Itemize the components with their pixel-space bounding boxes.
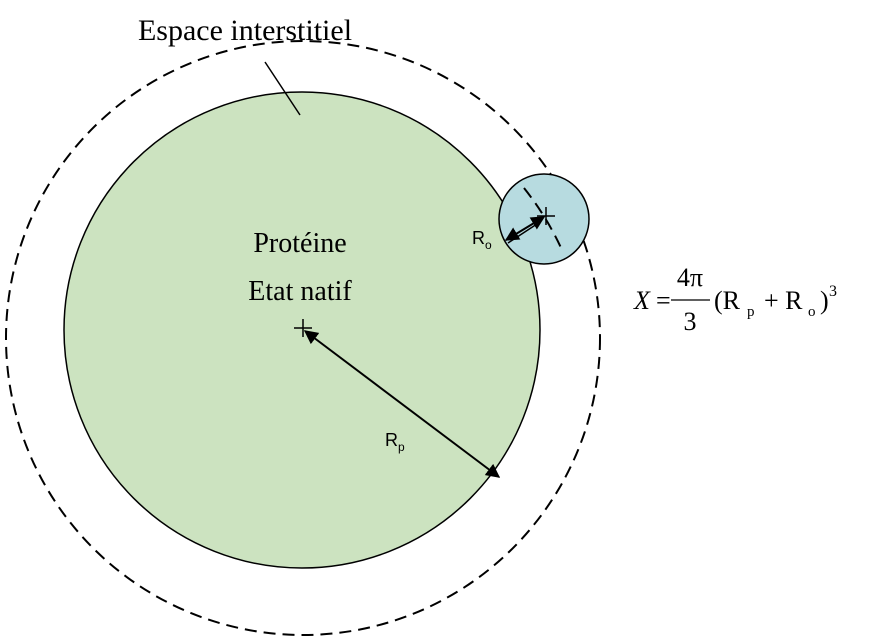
protein-circle bbox=[63, 91, 541, 569]
interstitial-boundary bbox=[5, 40, 601, 636]
radius-subscript: o bbox=[485, 238, 492, 252]
formula-superscript: 3 bbox=[829, 283, 837, 300]
probe-radius-arrow bbox=[504, 216, 546, 241]
boundary-overlay bbox=[523, 187, 563, 251]
probe-radius-arrow bbox=[507, 221, 541, 244]
formula-text: ) bbox=[820, 286, 829, 315]
formula: X = 4π 3 (R p + R o ) 3 bbox=[633, 263, 837, 336]
radius-arrow bbox=[303, 330, 501, 478]
title: Espace interstitiel bbox=[138, 14, 352, 47]
formula-subscript: o bbox=[808, 304, 816, 320]
radius-label: R bbox=[385, 430, 398, 450]
leader-line bbox=[264, 61, 301, 116]
protein-label: Etat natif bbox=[248, 276, 352, 307]
formula-text: 4π bbox=[677, 263, 703, 292]
radius-subscript: p bbox=[398, 440, 405, 454]
formula-subscript: p bbox=[747, 304, 755, 320]
radius-label: R bbox=[472, 228, 485, 248]
formula-text: (R bbox=[714, 286, 741, 315]
formula-text: X bbox=[633, 286, 651, 315]
protein-label: Protéine bbox=[253, 228, 346, 259]
probe-circle bbox=[498, 173, 590, 265]
formula-text: = bbox=[656, 286, 671, 315]
formula-text: 3 bbox=[684, 307, 697, 336]
formula-text: + R bbox=[764, 286, 803, 315]
